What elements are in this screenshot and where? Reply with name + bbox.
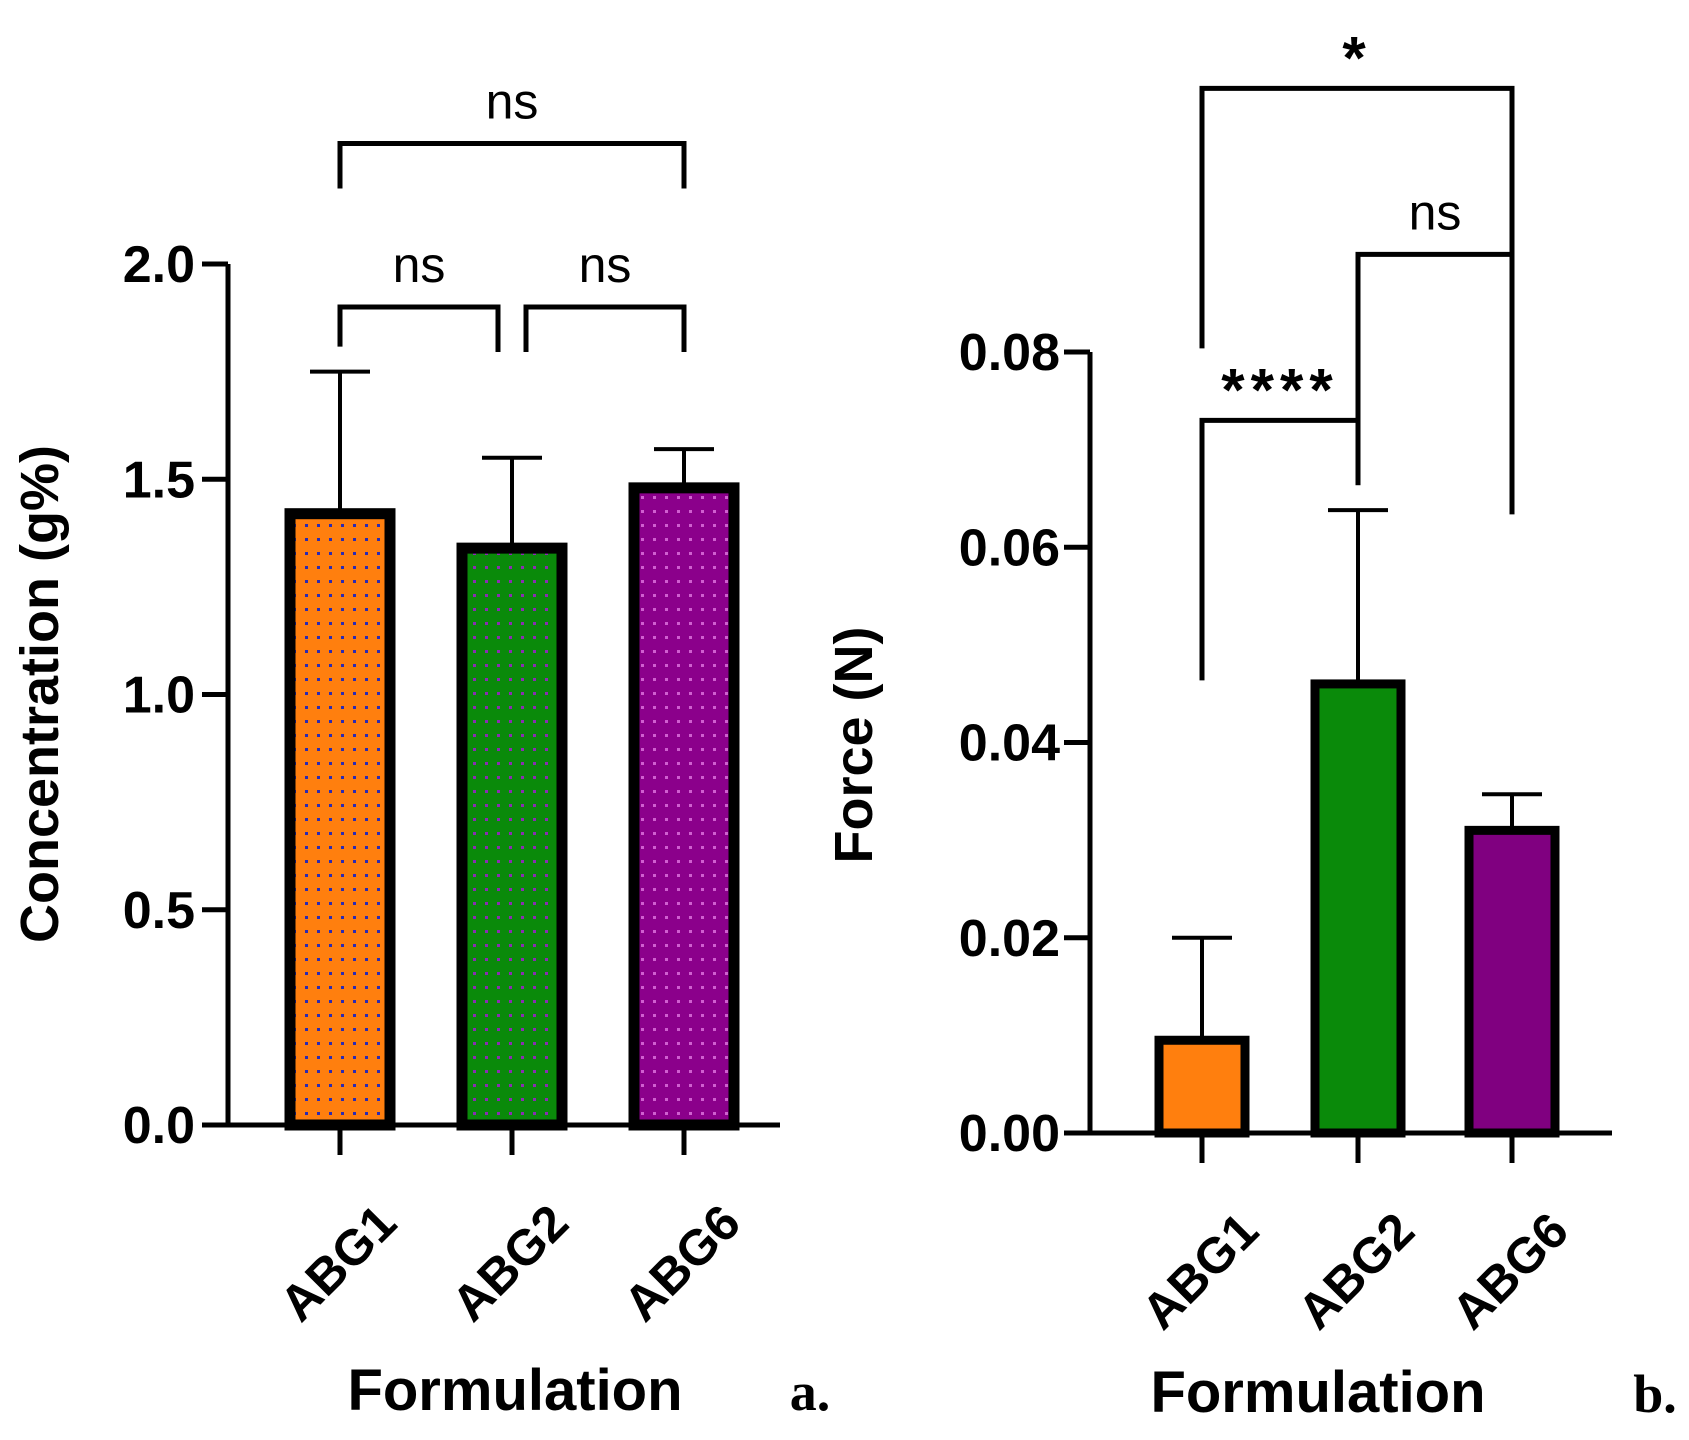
- y-tick-label: 0.02: [959, 910, 1060, 968]
- y-axis-title: Force (N): [824, 626, 884, 863]
- y-tick-label: 0.04: [959, 715, 1060, 773]
- x-axis-title: Formulation: [1150, 1360, 1485, 1425]
- y-tick-label: 0.06: [959, 519, 1060, 577]
- x-category-label-abg6: ABG6: [1441, 1202, 1579, 1340]
- bar-abg6: [628, 482, 740, 1131]
- significance-bracket-1: [1355, 251, 1515, 515]
- significance-bracket-2: [1199, 85, 1515, 349]
- significance-label-0: ****: [1221, 356, 1338, 423]
- y-tick-label: 0.08: [959, 324, 1060, 382]
- significance-bracket-1: [523, 304, 687, 353]
- bar-abg6: [1464, 825, 1560, 1138]
- significance-label-2: ns: [486, 73, 539, 129]
- y-tick-label: 1.5: [123, 451, 195, 509]
- significance-label-0: ns: [393, 237, 446, 293]
- bar-abg2: [456, 542, 568, 1131]
- y-tick-label: 2.0: [123, 236, 195, 294]
- x-category-label-abg1: ABG1: [269, 1194, 407, 1332]
- y-axis-title: Concentration (g%): [10, 445, 70, 943]
- significance-bracket-0: [337, 304, 501, 353]
- bar-abg1: [284, 508, 396, 1131]
- y-tick-label: 0.5: [123, 882, 195, 940]
- x-category-label-abg1: ABG1: [1131, 1202, 1269, 1340]
- panel-label: b.: [1633, 1364, 1677, 1424]
- x-category-label-abg6: ABG6: [613, 1194, 751, 1332]
- bar-abg1: [1154, 1035, 1250, 1138]
- y-tick-label: 0.00: [959, 1105, 1060, 1163]
- x-axis-title: Formulation: [347, 1358, 682, 1423]
- panel-a-concentration-chart: 0.0 0.5 1.0 1.5 2.0 ABG1 ABG2 ABG6 Concentration…: [10, 73, 830, 1423]
- y-tick-label: 0.0: [123, 1097, 195, 1155]
- bar-abg2: [1310, 679, 1406, 1138]
- significance-label-1: ns: [579, 237, 632, 293]
- panel-label: a.: [790, 1362, 831, 1422]
- significance-label-1: ns: [1409, 184, 1462, 240]
- significance-bracket-0: [1199, 417, 1361, 681]
- panel-b-force-chart: 0.00 0.02 0.04 0.06 0.08 ABG1 ABG2 ABG6 Force (N…: [824, 24, 1677, 1425]
- x-category-label-abg2: ABG2: [1287, 1202, 1425, 1340]
- y-tick-label: 1.0: [123, 667, 195, 725]
- significance-label-2: *: [1342, 24, 1371, 91]
- significance-bracket-2: [337, 140, 687, 189]
- x-category-label-abg2: ABG2: [441, 1194, 579, 1332]
